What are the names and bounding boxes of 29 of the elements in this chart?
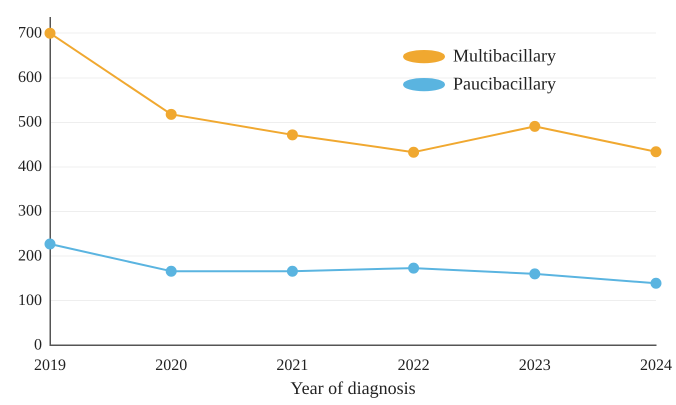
y-tick-label: 700 [18, 24, 42, 42]
point [286, 266, 298, 277]
legend-label: Multibacillary [453, 45, 556, 66]
point [286, 129, 298, 140]
y-tick-label: 300 [18, 202, 42, 220]
x-tick-label: 2021 [276, 357, 308, 374]
point [650, 146, 662, 158]
x-tick-label: 2022 [398, 357, 430, 374]
x-axis-title: Year of diagnosis [290, 378, 416, 398]
point [529, 120, 540, 132]
legend-label: Paucibacillary [453, 73, 556, 94]
y-tick-label: 100 [18, 292, 42, 309]
point [166, 108, 177, 120]
point [529, 268, 540, 280]
point [650, 278, 662, 289]
y-tick-label: 500 [18, 114, 42, 131]
y-tick-label: 0 [34, 336, 42, 354]
point [408, 146, 420, 158]
y-tick-label: 200 [18, 247, 42, 264]
point [166, 266, 177, 277]
x-tick-label: 2020 [155, 357, 188, 374]
x-tick-label: 2019 [34, 357, 66, 374]
point [44, 238, 56, 250]
point [408, 262, 420, 274]
x-tick-label: 2024 [640, 357, 672, 374]
x-tick-label: 2023 [518, 357, 551, 374]
y-tick-label: 400 [18, 158, 42, 176]
y-tick-label: 600 [18, 68, 42, 86]
point [44, 28, 56, 39]
